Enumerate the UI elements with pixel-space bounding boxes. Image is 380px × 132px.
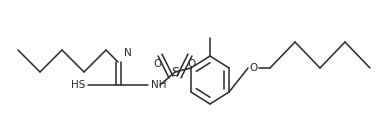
Text: S: S (171, 65, 179, 79)
Text: O: O (249, 63, 257, 73)
Text: O: O (188, 59, 196, 69)
Text: NH: NH (151, 80, 166, 90)
Text: O: O (154, 59, 162, 69)
Text: HS: HS (71, 80, 85, 90)
Text: N: N (124, 48, 132, 58)
